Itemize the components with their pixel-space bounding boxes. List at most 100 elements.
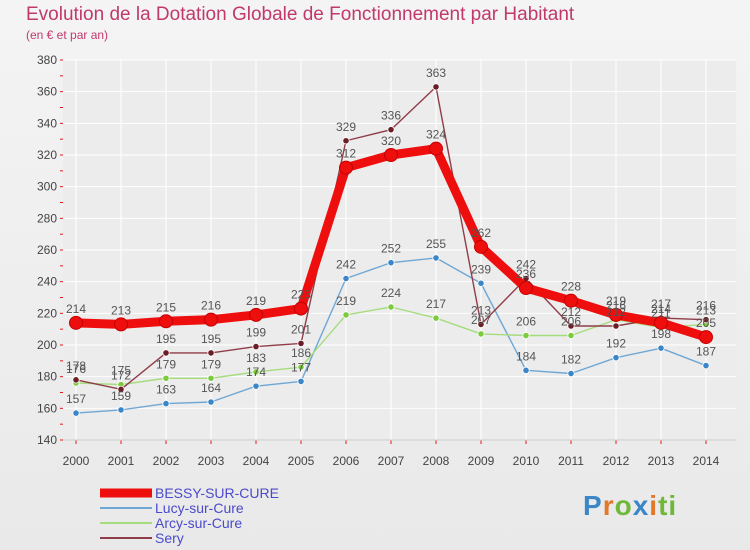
- y-tick-label: 200: [37, 338, 57, 352]
- y-tick-label: 340: [37, 116, 57, 130]
- data-label: 242: [516, 258, 536, 272]
- y-tick-label: 380: [37, 53, 57, 67]
- data-label: 214: [651, 302, 671, 316]
- data-point: [297, 363, 305, 371]
- data-label: 216: [201, 299, 221, 313]
- data-label: 183: [246, 351, 266, 365]
- data-label: 178: [66, 359, 86, 373]
- data-point: [387, 259, 395, 267]
- data-point: [387, 303, 395, 311]
- data-label: 214: [66, 302, 86, 316]
- data-label: 184: [516, 349, 536, 363]
- data-point: [699, 330, 713, 345]
- x-tick-label: 2014: [693, 454, 720, 468]
- data-label: 182: [561, 353, 581, 367]
- data-label: 163: [156, 383, 176, 397]
- data-point: [612, 354, 620, 362]
- x-tick-label: 2010: [513, 454, 540, 468]
- chart-title: Evolution de la Dotation Globale de Fonc…: [26, 4, 575, 25]
- data-point: [342, 274, 350, 283]
- legend-label: Lucy-sur-Cure: [155, 500, 244, 516]
- data-point: [567, 369, 575, 378]
- x-tick-label: 2003: [198, 454, 225, 468]
- data-point: [159, 314, 173, 329]
- data-label: 236: [516, 267, 536, 281]
- data-label: 201: [291, 322, 311, 336]
- y-tick-label: 300: [37, 180, 57, 194]
- data-point: [474, 239, 488, 254]
- data-point: [297, 339, 305, 348]
- y-tick-label: 360: [37, 85, 57, 99]
- x-tick-label: 2012: [603, 454, 630, 468]
- x-tick-label: 2000: [63, 454, 90, 468]
- x-tick-label: 2004: [243, 454, 270, 468]
- series-lucy-sur-cure: [72, 254, 710, 417]
- data-label: 212: [561, 305, 581, 319]
- data-point: [432, 254, 440, 262]
- data-label: 199: [246, 326, 266, 340]
- data-label: 217: [426, 297, 446, 311]
- series-sery: [72, 83, 710, 393]
- legend-label: Sery: [155, 530, 184, 546]
- data-point: [207, 374, 215, 382]
- data-label: 215: [156, 300, 176, 314]
- data-label: 205: [696, 316, 716, 330]
- data-point: [654, 315, 668, 330]
- data-label: 252: [381, 242, 401, 256]
- series-bessy-sur-cure: [69, 141, 713, 345]
- data-point: [384, 148, 398, 162]
- data-label: 164: [201, 381, 221, 395]
- data-point: [477, 279, 485, 287]
- data-point: [522, 331, 530, 340]
- data-label: 242: [336, 258, 356, 272]
- data-point: [609, 307, 623, 322]
- data-point: [207, 398, 215, 406]
- data-label: 179: [201, 357, 221, 371]
- legend-label: Arcy-sur-Cure: [155, 515, 242, 531]
- data-label: 262: [471, 226, 491, 240]
- data-point: [564, 293, 578, 308]
- data-label: 176: [66, 362, 86, 376]
- data-label: 324: [426, 128, 446, 142]
- data-label: 224: [381, 286, 401, 300]
- x-axis: 2000 2001 2002 2003 2004 2005 2006 2007 2008 2009…: [63, 439, 736, 468]
- data-label: 211: [651, 307, 670, 321]
- data-point: [657, 344, 665, 352]
- data-label: 206: [561, 315, 581, 329]
- data-label: 179: [156, 357, 176, 371]
- data-label: 213: [696, 303, 716, 317]
- legend-label: BESSY-SUR-CURE: [155, 485, 279, 501]
- data-label: 217: [651, 297, 671, 311]
- data-point: [204, 312, 218, 327]
- data-label: 213: [471, 303, 491, 317]
- data-point: [342, 311, 350, 319]
- y-tick-label: 280: [37, 211, 57, 225]
- data-point: [162, 399, 170, 408]
- data-point: [252, 382, 260, 390]
- data-label: 336: [381, 109, 401, 123]
- y-tick-label: 160: [37, 401, 57, 415]
- data-label: 157: [66, 392, 86, 406]
- x-tick-label: 2013: [648, 454, 675, 468]
- proxiti-logo: Proxiti: [583, 490, 678, 521]
- data-point: [252, 342, 260, 351]
- data-point: [702, 361, 710, 370]
- data-label: 239: [471, 262, 491, 276]
- data-point: [522, 366, 530, 374]
- y-tick-label: 260: [37, 243, 57, 257]
- data-label: 216: [696, 299, 716, 313]
- x-tick-label: 2006: [333, 454, 360, 468]
- y-tick-label: 240: [37, 275, 57, 289]
- data-label: 206: [516, 315, 536, 329]
- data-label: 175: [111, 364, 131, 378]
- data-label: 219: [336, 294, 356, 308]
- data-point: [207, 349, 215, 357]
- data-label: 219: [606, 294, 626, 308]
- data-point: [162, 374, 170, 382]
- data-point: [249, 307, 263, 322]
- series-layer: [69, 83, 713, 417]
- data-label: 216: [606, 299, 626, 313]
- chart-subtitle: (en € et par an): [26, 28, 109, 42]
